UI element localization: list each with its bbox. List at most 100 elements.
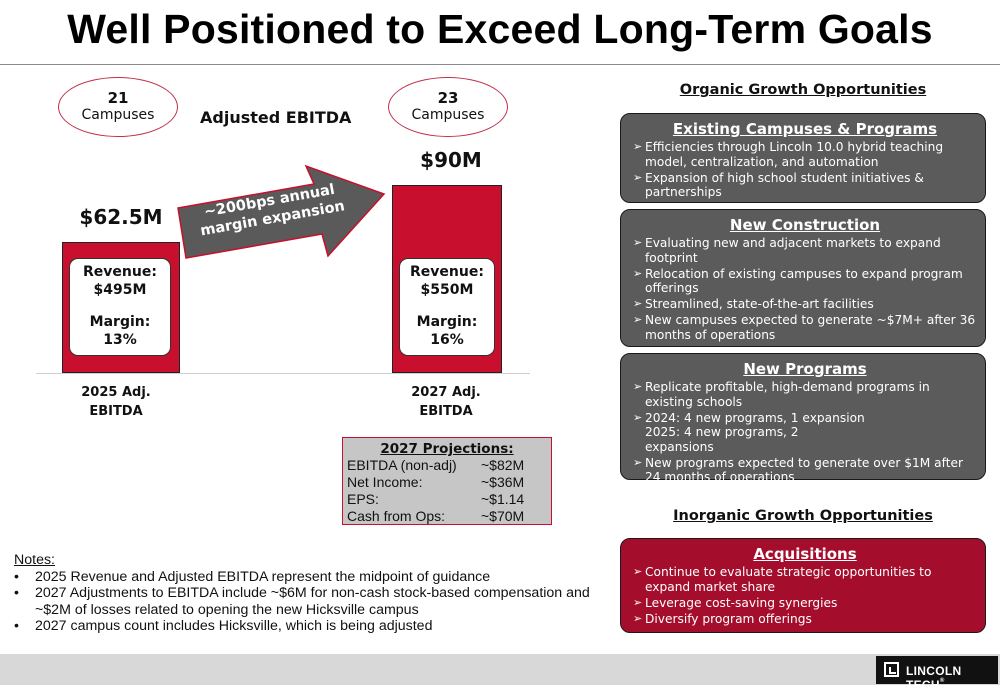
x-label-line: EBITDA	[419, 404, 473, 419]
card-bullet: ➢ Diversify program offerings	[633, 612, 977, 627]
projection-label: EBITDA (non-adj)	[347, 457, 457, 473]
x-label-line: EBITDA	[89, 404, 143, 419]
card-bullet: ➢ 2024: 4 new programs, 1 expansion 2025:…	[633, 411, 977, 455]
card-title: New Construction	[729, 216, 881, 234]
x-axis-label-2027: 2027 Adj. EBITDA	[382, 383, 510, 421]
note-text: 2027 campus count includes Hicksville, w…	[35, 618, 433, 634]
margin-value: 13%	[103, 332, 137, 348]
inorganic-growth-heading: Inorganic Growth Opportunities	[673, 508, 933, 524]
title-divider	[0, 64, 1000, 65]
projection-row: EPS: ~$1.14	[343, 491, 551, 508]
projection-value: ~$1.14	[481, 491, 525, 507]
revenue-margin-box-2025: Revenue: $495M Margin: 13%	[69, 258, 171, 356]
projection-value: ~$36M	[481, 474, 525, 490]
margin-label: Margin:	[89, 314, 151, 330]
arrow-bullet-icon: ➢	[633, 410, 643, 424]
projection-label: Cash from Ops:	[347, 508, 446, 524]
arrow-bullet-icon: ➢	[633, 266, 643, 280]
revenue-value: $495M	[93, 282, 147, 298]
note-item: • 2027 campus count includes Hicksville, …	[14, 618, 604, 635]
bullet-text: Expansion of high school student initiat…	[645, 170, 924, 200]
arrow-bullet-icon: ➢	[633, 565, 643, 578]
logo-text: LINCOLN TECH	[906, 664, 962, 692]
projections-box: 2027 Projections: EBITDA (non-adj) ~$82M …	[342, 437, 552, 525]
bar-value-label: $62.5M	[79, 205, 163, 229]
projection-label: Net Income:	[347, 474, 423, 490]
margin-expansion-arrow-icon	[177, 164, 386, 259]
card-title: Existing Campuses & Programs	[672, 120, 938, 138]
bar-value-label: $90M	[420, 148, 482, 172]
card-bullet: ➢ Streamlined, state-of-the-art facilitie…	[633, 297, 977, 312]
bullet-text: New campuses expected to generate ~$7M+ …	[645, 313, 976, 342]
x-axis-label-2025: 2025 Adj. EBITDA	[52, 383, 180, 421]
trademark-symbol: ®	[939, 678, 945, 684]
x-label-line: 2027 Adj.	[411, 385, 481, 400]
bullet-text: Leverage cost-saving synergies	[645, 595, 838, 610]
arrow-bullet-icon: ➢	[633, 595, 643, 609]
card-bullet: ➢ Replicate profitable, high-demand progr…	[633, 380, 977, 409]
organic-growth-heading: Organic Growth Opportunities	[679, 82, 927, 98]
projection-value: ~$82M	[481, 457, 525, 473]
card-bullet: ➢ Relocation of existing campuses to expa…	[633, 267, 977, 296]
bullet-dot-icon: •	[14, 618, 19, 634]
margin-label: Margin:	[416, 314, 478, 330]
arrow-bullet-icon: ➢	[633, 313, 643, 326]
arrow-bullet-icon: ➢	[633, 380, 643, 393]
bullet-text: Evaluating new and adjacent markets to e…	[645, 236, 941, 265]
note-item: • 2027 Adjustments to EBITDA include ~$6M…	[14, 585, 604, 618]
x-label-line: 2025 Adj.	[81, 385, 151, 400]
card-existing-campuses: Existing Campuses & Programs ➢ Efficienci…	[620, 113, 986, 203]
projection-label: EPS:	[347, 491, 379, 507]
lincoln-tech-logo-icon	[884, 662, 899, 677]
arrow-bullet-icon: ➢	[633, 236, 643, 249]
bullet-text: 2024: 4 new programs, 1 expansion 2025: …	[645, 410, 865, 454]
card-bullet: ➢ Evaluating new and adjacent markets to …	[633, 236, 977, 265]
notes-title: Notes:	[14, 552, 56, 568]
bullet-text: Diversify program offerings	[645, 611, 812, 626]
lincoln-tech-logo: LINCOLN TECH®	[876, 656, 998, 692]
chart-title: Adjusted EBITDA	[200, 108, 352, 127]
card-bullet: ➢ Efficiencies through Lincoln 10.0 hybri…	[633, 140, 977, 169]
arrow-bullet-icon: ➢	[633, 140, 643, 153]
page-title: Well Positioned to Exceed Long-Term Goal…	[67, 6, 933, 52]
revenue-margin-box-2027: Revenue: $550M Margin: 16%	[399, 258, 495, 356]
bullet-text: Replicate profitable, high-demand progra…	[645, 380, 930, 409]
chart-baseline	[36, 373, 530, 374]
campus-count-oval-2027: 23 Campuses	[388, 77, 508, 137]
revenue-label: Revenue:	[83, 264, 157, 280]
note-text: 2025 Revenue and Adjusted EBITDA represe…	[35, 568, 491, 585]
bullet-dot-icon: •	[14, 568, 19, 585]
card-bullet: ➢ Leverage cost-saving synergies	[633, 596, 977, 611]
footer-bar	[0, 654, 1000, 685]
card-bullet: ➢ New programs expected to generate over …	[633, 456, 977, 485]
notes-section: Notes: • 2025 Revenue and Adjusted EBITDA…	[14, 552, 604, 635]
card-bullet: ➢ Expansion of high school student initia…	[633, 171, 977, 200]
bullet-dot-icon: •	[14, 585, 19, 601]
card-acquisitions: Acquisitions ➢ Continue to evaluate strat…	[620, 538, 986, 633]
bullet-text: Streamlined, state-of-the-art facilities	[645, 297, 874, 311]
bullet-text: Continue to evaluate strategic opportuni…	[645, 565, 932, 594]
card-title: Acquisitions	[753, 545, 857, 563]
projection-value: ~$70M	[481, 508, 525, 524]
projection-row: Cash from Ops: ~$70M	[343, 508, 551, 525]
campus-count-label: Campuses	[411, 107, 485, 123]
margin-value: 16%	[430, 332, 464, 348]
note-text: 2027 Adjustments to EBITDA include ~$6M …	[35, 585, 590, 618]
arrow-bullet-icon: ➢	[633, 170, 643, 184]
bullet-text: Efficiencies through Lincoln 10.0 hybrid…	[645, 140, 944, 169]
arrow-bullet-icon: ➢	[633, 297, 643, 310]
revenue-label: Revenue:	[410, 264, 484, 280]
card-new-construction: New Construction ➢ Evaluating new and adj…	[620, 209, 986, 347]
projection-row: Net Income: ~$36M	[343, 474, 551, 491]
campus-count-number: 21	[107, 89, 129, 107]
revenue-value: $550M	[420, 282, 474, 298]
card-new-programs: New Programs ➢ Replicate profitable, high…	[620, 353, 986, 484]
arrow-bullet-icon: ➢	[633, 611, 643, 625]
projection-row: EBITDA (non-adj) ~$82M	[343, 457, 551, 474]
card-bullet: ➢ New campuses expected to generate ~$7M+…	[633, 313, 977, 342]
note-item: • 2025 Revenue and Adjusted EBITDA repres…	[14, 569, 604, 586]
projections-title: 2027 Projections:	[380, 441, 514, 457]
bullet-text: New programs expected to generate over $…	[645, 455, 963, 485]
campus-count-number: 23	[437, 89, 459, 107]
card-title: New Programs	[743, 360, 867, 378]
